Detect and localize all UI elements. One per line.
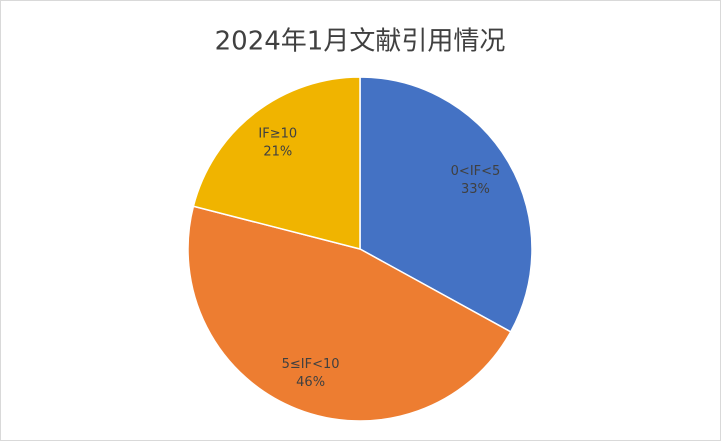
data-label-category: 5≤IF<10 — [282, 357, 340, 372]
chart-title: 2024年1月文献引用情况 — [215, 27, 506, 57]
pie-slice — [187, 205, 512, 422]
data-label-value: 46% — [296, 375, 325, 390]
data-label-value: 21% — [263, 144, 292, 159]
data-label-category: 0<IF<5 — [451, 164, 501, 179]
pie-slice — [192, 76, 361, 250]
pie-slice — [359, 76, 533, 333]
data-label-value: 33% — [461, 182, 490, 197]
data-label-category: IF≥10 — [258, 126, 297, 141]
